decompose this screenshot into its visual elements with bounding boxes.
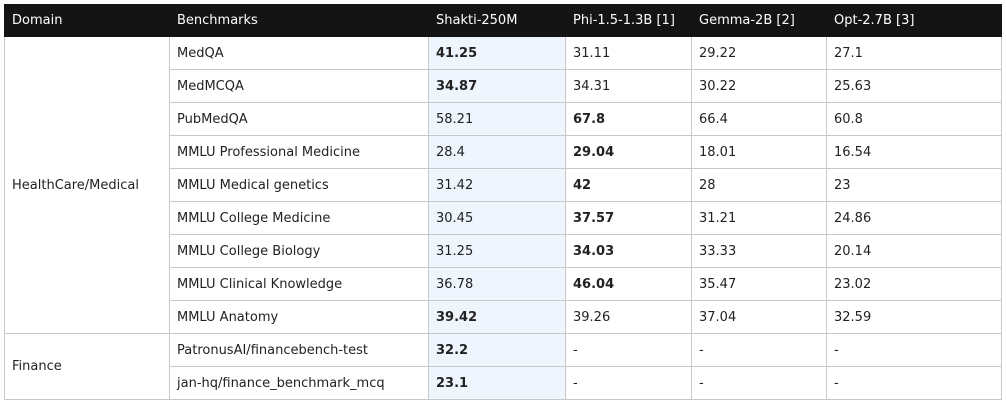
score-cell: 34.87	[428, 69, 566, 103]
score-cell: -	[826, 333, 1002, 367]
score-cell: 29.04	[565, 135, 692, 169]
table-row: Finance PatronusAI/financebench-test 32.2-…	[4, 333, 1002, 400]
score-cell: 67.8	[565, 102, 692, 136]
domain-cell: HealthCare/Medical	[4, 36, 170, 334]
score-cell: 37.04	[691, 300, 827, 334]
header-cell: Phi-1.5-1.3B [1]	[565, 4, 692, 37]
score-cell: 23	[826, 168, 1002, 202]
table-row: jan-hq/finance_benchmark_mcq 23.1- - -	[5, 366, 1002, 400]
header-cell: Shakti-250M	[428, 4, 566, 37]
benchmark-cell: jan-hq/finance_benchmark_mcq	[169, 366, 429, 400]
score-cell: 39.42	[428, 300, 566, 334]
score-cell: 28	[691, 168, 827, 202]
score-cell: 41.25	[428, 36, 566, 70]
score-cell: 58.21	[428, 102, 566, 136]
score-cell: 32.59	[826, 300, 1002, 334]
table-row: MMLU College Biology 31.25 34.03 33.33 20.14	[5, 234, 1002, 268]
domain-cell: Finance	[4, 333, 170, 400]
score-cell: 66.4	[691, 102, 827, 136]
score-cell: -	[565, 333, 692, 367]
score-cell: -	[691, 366, 827, 400]
benchmark-cell: MMLU Clinical Knowledge	[169, 267, 429, 301]
table-row: MMLU Clinical Knowledge 36.78 46.04 35.47 23…	[5, 267, 1002, 301]
benchmark-table: Domain Benchmarks Shakti-250M Phi-1.5-1.3B …	[4, 4, 1002, 400]
table-row: MMLU Professional Medicine 28.4 29.04 18.01…	[5, 135, 1002, 169]
benchmark-cell: PatronusAI/financebench-test	[169, 333, 429, 367]
score-cell: 30.22	[691, 69, 827, 103]
table-body: HealthCare/Medical MedQA 41.25 31.11 29.22 27…	[4, 36, 1002, 400]
benchmark-cell: PubMedQA	[169, 102, 429, 136]
benchmark-cell: MedMCQA	[169, 69, 429, 103]
score-cell: 60.8	[826, 102, 1002, 136]
score-cell: -	[565, 366, 692, 400]
benchmark-cell: MMLU Professional Medicine	[169, 135, 429, 169]
table-row: MMLU Medical genetics 31.42 42 28 23	[5, 168, 1002, 202]
score-cell: 28.4	[428, 135, 566, 169]
table-row: MMLU Anatomy 39.42 39.26 37.04 32.59	[5, 300, 1002, 334]
table-row: MMLU College Medicine 30.45 37.57 31.21 24.8…	[5, 201, 1002, 235]
table-row: HealthCare/Medical MedQA 41.25 31.11 29.22 27…	[4, 36, 1002, 334]
score-cell: 27.1	[826, 36, 1002, 70]
score-cell: 34.31	[565, 69, 692, 103]
score-cell: -	[691, 333, 827, 367]
benchmark-cell: MMLU College Biology	[169, 234, 429, 268]
benchmark-cell: MMLU Medical genetics	[169, 168, 429, 202]
score-cell: 23.1	[428, 366, 566, 400]
score-cell: 32.2	[428, 333, 566, 367]
score-cell: 31.25	[428, 234, 566, 268]
score-cell: -	[826, 366, 1002, 400]
header-cell: Opt-2.7B [3]	[826, 4, 1002, 37]
score-cell: 39.26	[565, 300, 692, 334]
benchmark-cell: MedQA	[169, 36, 429, 70]
benchmark-cell: MMLU Anatomy	[169, 300, 429, 334]
score-cell: 42	[565, 168, 692, 202]
score-cell: 34.03	[565, 234, 692, 268]
score-cell: 30.45	[428, 201, 566, 235]
score-cell: 35.47	[691, 267, 827, 301]
score-cell: 23.02	[826, 267, 1002, 301]
score-cell: 46.04	[565, 267, 692, 301]
score-cell: 18.01	[691, 135, 827, 169]
table-row: PubMedQA 58.21 67.8 66.4 60.8	[5, 102, 1002, 136]
score-cell: 20.14	[826, 234, 1002, 268]
benchmark-cell: MMLU College Medicine	[169, 201, 429, 235]
header-cell: Gemma-2B [2]	[691, 4, 827, 37]
score-cell: 33.33	[691, 234, 827, 268]
score-cell: 16.54	[826, 135, 1002, 169]
score-cell: 31.21	[691, 201, 827, 235]
header-cell: Benchmarks	[169, 4, 429, 37]
score-cell: 24.86	[826, 201, 1002, 235]
header-cell: Domain	[4, 4, 170, 37]
score-cell: 29.22	[691, 36, 827, 70]
score-cell: 37.57	[565, 201, 692, 235]
score-cell: 31.42	[428, 168, 566, 202]
score-cell: 31.11	[565, 36, 692, 70]
table-row: MedMCQA 34.87 34.31 30.22 25.63	[5, 69, 1002, 103]
header-row: Domain Benchmarks Shakti-250M Phi-1.5-1.3B …	[4, 4, 1002, 37]
score-cell: 25.63	[826, 69, 1002, 103]
score-cell: 36.78	[428, 267, 566, 301]
